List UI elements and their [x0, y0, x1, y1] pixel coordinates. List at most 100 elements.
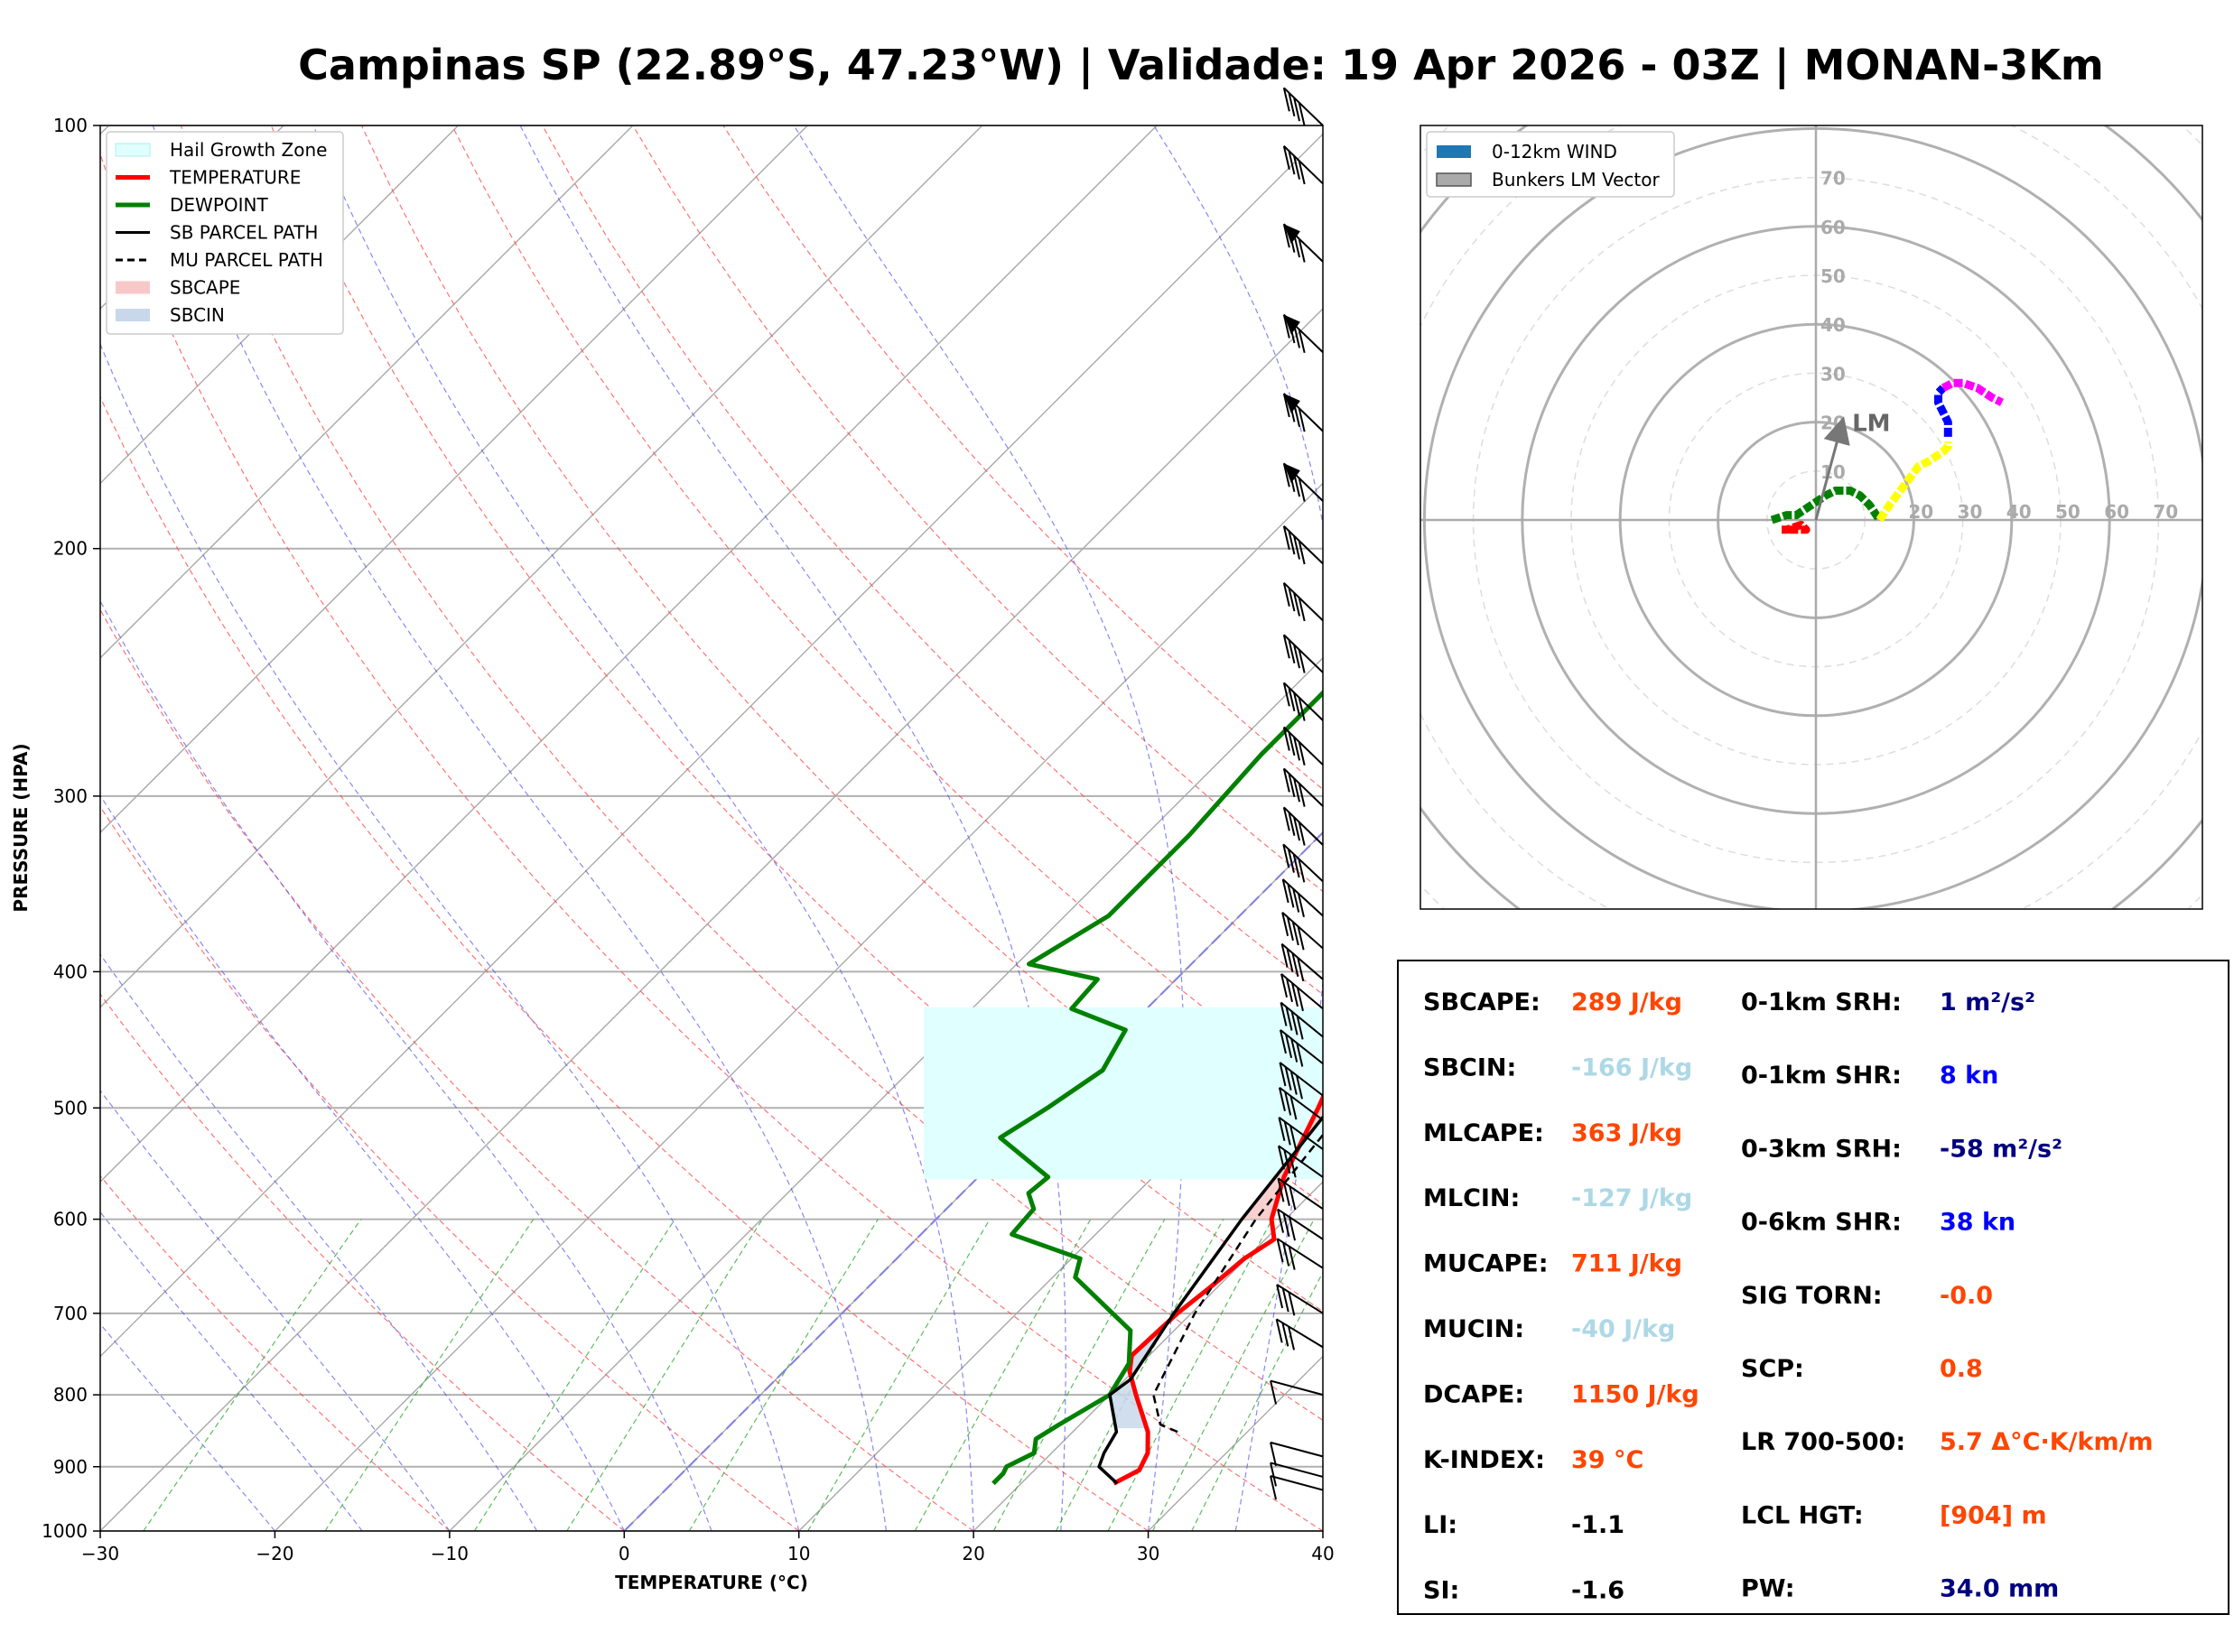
barb-feather [1288, 1246, 1296, 1270]
barb-feather [1282, 768, 1290, 793]
barb-feather [1282, 635, 1290, 659]
index-label: DCAPE: [1423, 1380, 1524, 1408]
mixing-ratio-line [1107, 1219, 1273, 1531]
mixing-ratio-line [807, 1219, 991, 1531]
barb-feather [1293, 155, 1301, 180]
mixing-ratio-line [1151, 1219, 1315, 1531]
wind-barb [1270, 1462, 1324, 1487]
barb-staff [1278, 1116, 1324, 1150]
wind-barb [1279, 1062, 1324, 1100]
barb-feather [1297, 893, 1305, 918]
barb-staff [1270, 1441, 1324, 1458]
isotherm [100, 125, 1158, 1183]
mixing-ratio-line [566, 1219, 763, 1531]
wind-barb [1282, 525, 1324, 565]
barb-feather [1289, 1095, 1298, 1120]
barb-feather [1282, 1242, 1290, 1267]
hodo-ring-label: 40 [1820, 314, 1846, 336]
wind-barb [1276, 1238, 1324, 1270]
barb-staff [1283, 767, 1324, 807]
barb-feather [1298, 597, 1306, 622]
barb-pennant [1283, 224, 1300, 245]
barb-feather [1293, 737, 1301, 761]
index-value: 289 J/kg [1571, 988, 1682, 1016]
hodo-ring-label: 70 [1820, 168, 1846, 190]
x-tick-label: −20 [256, 1543, 293, 1564]
barb-feather [1281, 1323, 1289, 1347]
barb-feather [1282, 145, 1290, 170]
wind-barb [1280, 1029, 1324, 1067]
index-value: -1.6 [1571, 1577, 1624, 1605]
barb-feather [1280, 1002, 1288, 1026]
barb-staff [1283, 726, 1324, 766]
x-tick-label: 10 [787, 1543, 810, 1564]
wind-barb [1275, 1318, 1324, 1350]
moist-adiabat [793, 125, 1185, 1531]
legend-label: DEWPOINT [170, 194, 268, 216]
index-value: 1 m²/s² [1940, 988, 2035, 1016]
barb-feather [1289, 1185, 1297, 1211]
dry-adiabat [632, 125, 1323, 893]
index-label: 0-1km SHR: [1741, 1062, 1902, 1090]
isotherm [100, 125, 634, 659]
wind-barb [1277, 1145, 1324, 1178]
barb-feather [1282, 727, 1290, 751]
barb-feather [1298, 102, 1306, 126]
hodo-ring-label: 20 [1820, 413, 1846, 434]
index-label: PW: [1741, 1575, 1795, 1603]
y-tick-label: 100 [53, 115, 88, 136]
barb-staff [1283, 525, 1324, 565]
barb-staff [1283, 806, 1324, 846]
barb-staff [1280, 1001, 1324, 1038]
barb-staff [1270, 1475, 1324, 1491]
wind-barb [1282, 634, 1324, 673]
legend-swatch [116, 309, 150, 321]
hodo-ring-label: 30 [1820, 363, 1846, 385]
barb-feather [1288, 150, 1296, 175]
barb-pennant [1283, 393, 1300, 413]
barb-feather [1285, 1034, 1293, 1059]
barb-feather [1282, 393, 1290, 418]
moist-adiabat [519, 125, 1066, 1531]
barb-feather [1282, 88, 1290, 112]
sb-parcel-line [1097, 1114, 1323, 1485]
y-tick-label: 800 [53, 1384, 88, 1406]
y-tick-label: 1000 [42, 1520, 88, 1542]
barb-staff [1279, 1062, 1324, 1097]
barb-feather [1283, 1149, 1291, 1174]
sbcin-area [1110, 1313, 1177, 1429]
barb-feather [1276, 1238, 1284, 1263]
legend-label: Hail Growth Zone [170, 139, 327, 161]
legend-swatch [116, 281, 150, 294]
hodo-axis-label: 40 [2006, 501, 2032, 523]
barb-feather [1292, 888, 1300, 913]
hodograph-grid: 10 20 30 40 50 60 70 20 30 40 50 60 70 [1420, 125, 2202, 909]
barb-feather [1288, 773, 1296, 798]
wind-barb [1282, 462, 1324, 502]
barb-feather [1289, 1071, 1298, 1095]
index-label: LCL HGT: [1741, 1501, 1864, 1529]
barb-staff [1283, 145, 1324, 185]
index-value: 39 °C [1571, 1446, 1643, 1474]
index-label: 0-1km SRH: [1741, 988, 1902, 1016]
barb-feather [1289, 1216, 1296, 1241]
barb-feather [1284, 1066, 1292, 1091]
barb-feather [1298, 821, 1306, 846]
barb-pennant [1283, 463, 1300, 484]
barb-feather [1288, 639, 1296, 664]
index-label: LR 700-500: [1741, 1428, 1905, 1456]
dry-adiabat [100, 608, 974, 1531]
barb-feather [1282, 582, 1290, 607]
wind-barb [1270, 1379, 1324, 1405]
index-label: SI: [1423, 1577, 1459, 1605]
wind-barb [1276, 1284, 1324, 1316]
barb-feather [1282, 463, 1290, 487]
legend-swatch [115, 143, 151, 157]
isotherm [100, 125, 808, 834]
moist-adiabat [100, 342, 800, 1531]
legend-label: SB PARCEL PATH [170, 222, 318, 244]
dry-adiabat [100, 153, 1323, 1531]
indices-table: SBCAPE: 289 J/kg SBCIN: -166 J/kg MLCAPE: 363… [1423, 988, 2154, 1605]
barb-feather [1277, 1178, 1285, 1202]
barb-staff [1283, 634, 1324, 673]
